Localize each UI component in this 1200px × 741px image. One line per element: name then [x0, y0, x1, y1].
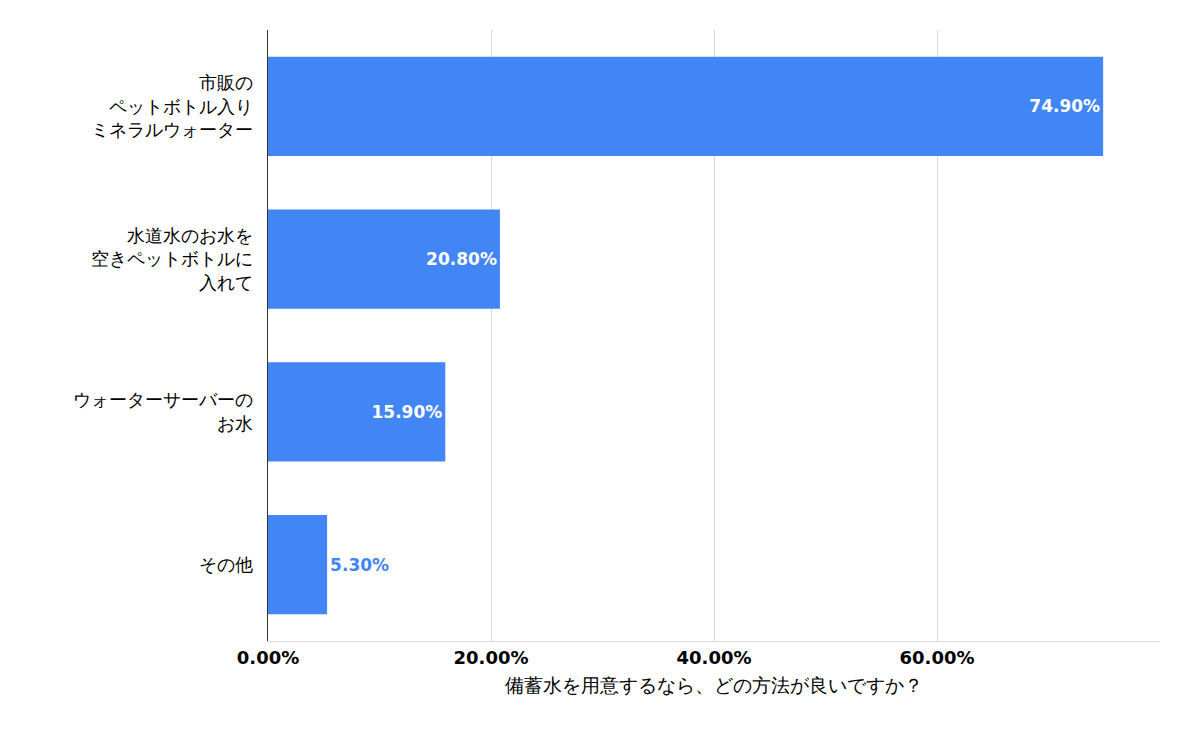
svg-text:水道水のお水を空きペットボトルに入れて: 水道水のお水を空きペットボトルに入れて [91, 225, 253, 293]
svg-text:ウォーターサーバーのお水: ウォーターサーバーのお水 [73, 389, 253, 433]
svg-text:15.90%: 15.90% [371, 402, 442, 422]
svg-text:74.90%: 74.90% [1029, 96, 1100, 116]
svg-text:5.30%: 5.30% [330, 555, 389, 575]
svg-text:60.00%: 60.00% [900, 647, 975, 668]
svg-text:備蓄水を用意するなら、どの方法が良いですか？: 備蓄水を用意するなら、どの方法が良いですか？ [505, 674, 923, 696]
svg-text:20.00%: 20.00% [454, 647, 529, 668]
svg-text:市販のペットボトル入りミネラルウォーター: 市販のペットボトル入りミネラルウォーター [91, 72, 253, 140]
svg-text:20.80%: 20.80% [426, 249, 497, 269]
svg-text:その他: その他 [199, 554, 253, 575]
svg-text:0.00%: 0.00% [237, 647, 299, 668]
svg-text:40.00%: 40.00% [677, 647, 752, 668]
